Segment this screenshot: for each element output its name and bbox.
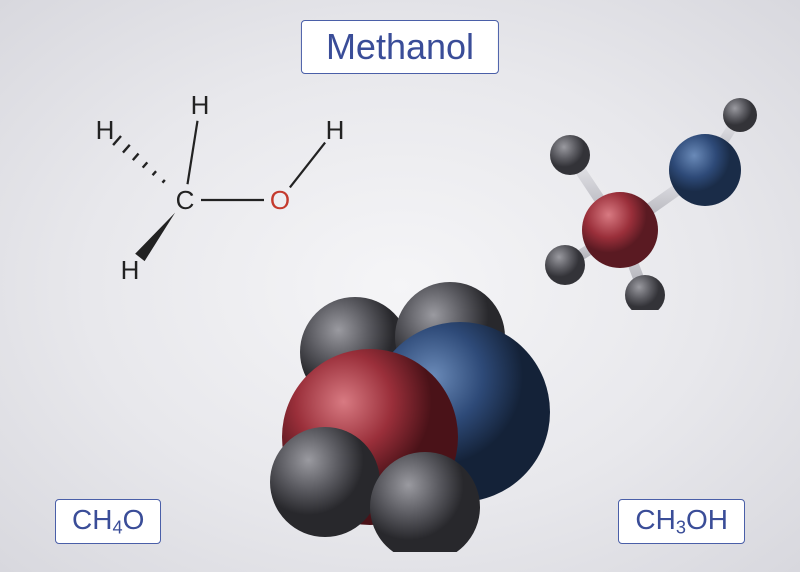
title-label: Methanol [301,20,499,74]
svg-text:H: H [121,255,140,285]
svg-text:H: H [191,90,210,120]
space-filling-model [240,252,560,552]
svg-text:H: H [326,115,345,145]
svg-text:H: H [96,115,115,145]
formula-condensed: CH3OH [618,499,745,544]
svg-text:O: O [270,185,290,215]
svg-text:C: C [176,185,195,215]
formula-empirical: CH4O [55,499,161,544]
